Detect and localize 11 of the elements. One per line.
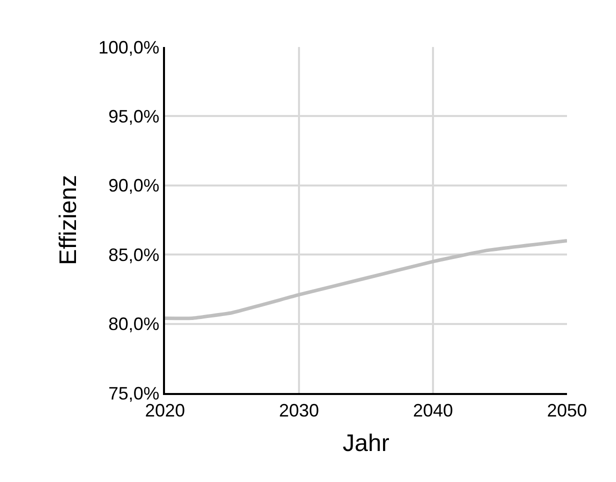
y-tick-label: 95,0%: [108, 106, 160, 126]
x-tick-label: 2030: [278, 400, 320, 420]
y-tick-label: 90,0%: [108, 176, 160, 196]
line-series: [165, 239, 567, 320]
y-tick-label: 85,0%: [108, 244, 160, 265]
y-axis-title: Effizienz: [54, 174, 82, 266]
x-tick-label: 2040: [412, 400, 454, 420]
x-tick-label: 2050: [546, 400, 588, 420]
y-tick-label: 80,0%: [108, 314, 160, 334]
y-tick-label: 100,0%: [98, 37, 160, 58]
x-axis-title: Jahr: [342, 430, 390, 458]
